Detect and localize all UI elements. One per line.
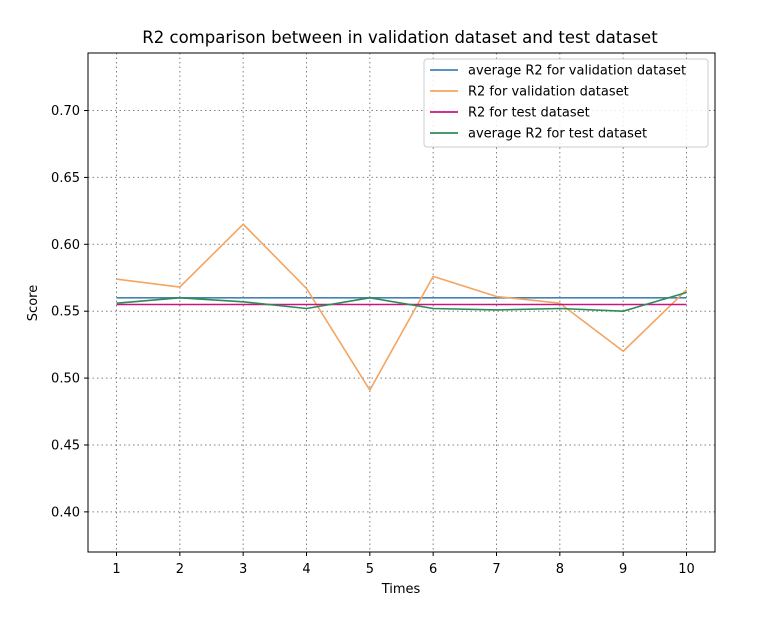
series-line (116, 223, 688, 391)
y-tick-label: 0.60 (51, 238, 80, 253)
y-tick-label: 0.45 (51, 438, 80, 453)
x-axis-ticks: 1 2 3 4 5 6 7 8 9 10 (112, 552, 695, 577)
y-tick-label: 0.40 (51, 505, 80, 520)
legend: average R2 for validation dataset R2 for … (423, 58, 709, 148)
chart-title: R2 comparison between in validation data… (142, 28, 658, 47)
legend-label: average R2 for validation dataset (468, 64, 686, 79)
plot-frame (87, 52, 716, 553)
series-lines (116, 223, 688, 391)
legend-box (423, 58, 709, 148)
x-tick-label: 7 (492, 562, 500, 577)
x-tick-label: 6 (429, 562, 437, 577)
x-tick-label: 4 (302, 562, 310, 577)
legend-label: average R2 for test dataset (468, 127, 647, 142)
y-axis-ticks: 0.40 0.45 0.50 0.55 0.60 0.65 0.70 (51, 104, 88, 520)
legend-label: R2 for validation dataset (468, 85, 629, 100)
x-tick-label: 9 (619, 562, 627, 577)
y-axis-label: Score (26, 285, 41, 321)
legend-label: R2 for test dataset (468, 106, 590, 121)
x-tick-label: 5 (366, 562, 374, 577)
y-tick-label: 0.65 (51, 171, 80, 186)
y-tick-label: 0.50 (51, 372, 80, 387)
y-tick-label: 0.55 (51, 305, 80, 320)
x-tick-label: 3 (239, 562, 247, 577)
series-line (116, 291, 687, 313)
x-tick-label: 10 (678, 562, 695, 577)
y-tick-label: 0.70 (51, 104, 80, 119)
x-tick-label: 8 (556, 562, 564, 577)
x-axis-label: Times (381, 582, 421, 597)
x-tick-label: 1 (112, 562, 120, 577)
x-tick-label: 2 (176, 562, 184, 577)
